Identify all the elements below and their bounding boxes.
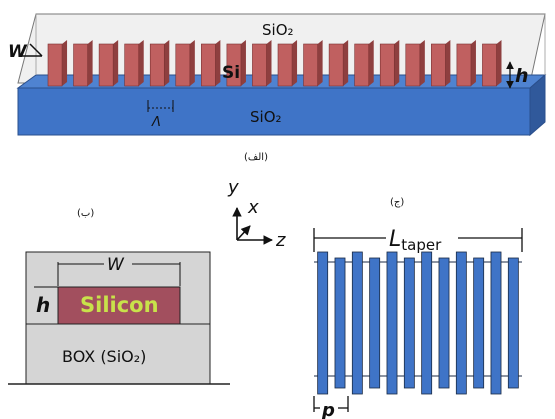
grating-tooth-side (419, 40, 425, 86)
height-marker-a: h (506, 61, 529, 89)
taper-segments (317, 251, 519, 395)
grating-tooth-side (138, 40, 144, 86)
caption-b: (ب) (77, 208, 94, 219)
grating-tooth (456, 43, 472, 87)
grating-tooth-side (394, 40, 400, 86)
caption-c: (ج) (390, 197, 404, 208)
grating-tooth (175, 43, 191, 87)
period-marker-a: Λ (147, 100, 174, 130)
height-dimension-b: h (34, 286, 58, 317)
grating-tooth (379, 43, 395, 87)
silicon-core (57, 286, 181, 325)
box-label: BOX (SiO₂) (62, 347, 146, 366)
top-cladding-label: SiO₂ (262, 21, 294, 39)
period-dimension-c: p (313, 396, 349, 419)
grating-tooth-side (317, 40, 323, 86)
panel-c-taper: (ج) Ltaper p (313, 197, 523, 419)
period-symbol-a: Λ (151, 115, 161, 130)
grating-tooth (149, 43, 165, 87)
taper-segment (403, 257, 415, 389)
grating-tooth-side (240, 40, 246, 86)
grating-tooth-side (215, 40, 221, 86)
height-symbol-b: h (36, 293, 50, 317)
grating-tooth-side (164, 40, 170, 86)
taper-segment (351, 251, 363, 395)
grating-tooth (277, 43, 293, 87)
substrate-front-face (17, 87, 531, 136)
grating-tooth-side (368, 40, 374, 86)
grating-tooth-side (343, 40, 349, 86)
grating-tooth (47, 43, 63, 87)
grating-tooth-side (496, 40, 502, 86)
width-symbol-a: W (8, 42, 28, 62)
period-symbol-c: p (321, 400, 335, 419)
grating-tooth (252, 43, 267, 87)
taper-segment (507, 257, 519, 389)
box-layer (25, 323, 211, 385)
width-marker: W (8, 42, 43, 62)
taper-segment (334, 257, 346, 389)
coordinate-axes: y x z (227, 177, 286, 251)
grating-tooth (405, 43, 421, 87)
silicon-core-label: Silicon (80, 293, 159, 317)
grating-tooth (354, 43, 370, 87)
taper-segment (490, 251, 502, 395)
grating-tooth (303, 43, 318, 87)
grating-tooth-side (62, 40, 68, 86)
taper-segment (386, 251, 398, 395)
taper-length-dimension: Ltaper (313, 227, 523, 254)
axis-x-label: x (247, 197, 259, 218)
grating-tooth-side (189, 40, 195, 86)
axis-y-label: y (227, 177, 239, 198)
grating-tooth (431, 43, 446, 87)
taper-segment (421, 251, 433, 395)
grating-tooth (226, 43, 242, 87)
taper-segment (473, 257, 485, 389)
substrate-label: SiO₂ (250, 108, 282, 126)
width-dimension-b: W (57, 255, 181, 286)
grating-tooth-side (266, 40, 272, 86)
panel-a-3d-waveguide: W h SiO₂ Si SiO₂ Λ (الف) (8, 13, 547, 163)
substrate-side-face (529, 73, 546, 137)
grating-tooth (201, 43, 216, 87)
grating-tooth (328, 43, 344, 87)
taper-segment (317, 251, 329, 395)
axis-z-label: z (275, 230, 286, 251)
taper-segment (455, 251, 467, 395)
grating-tooth-side (445, 40, 451, 86)
width-symbol-b: W (107, 255, 125, 275)
taper-segment (369, 257, 381, 389)
grating-tooth (73, 43, 88, 87)
height-symbol-a: h (515, 65, 529, 87)
grating-tooth-side (292, 40, 298, 86)
caption-a: (الف) (244, 152, 268, 163)
taper-length-subscript: taper (401, 236, 442, 254)
grating-tooth (98, 43, 114, 87)
grating-teeth (47, 40, 502, 87)
grating-tooth (124, 43, 140, 87)
taper-length-L: L (389, 227, 401, 252)
grating-tooth-side (87, 40, 93, 86)
taper-length-symbol: Ltaper (389, 227, 442, 254)
grating-tooth (482, 43, 497, 87)
panel-b-cross-section: (ب) Silicon W h BOX (SiO₂) (8, 208, 230, 385)
core-label-a: Si (222, 63, 240, 83)
grating-tooth-side (113, 40, 119, 86)
grating-tooth-side (470, 40, 476, 86)
taper-segment (438, 257, 450, 389)
